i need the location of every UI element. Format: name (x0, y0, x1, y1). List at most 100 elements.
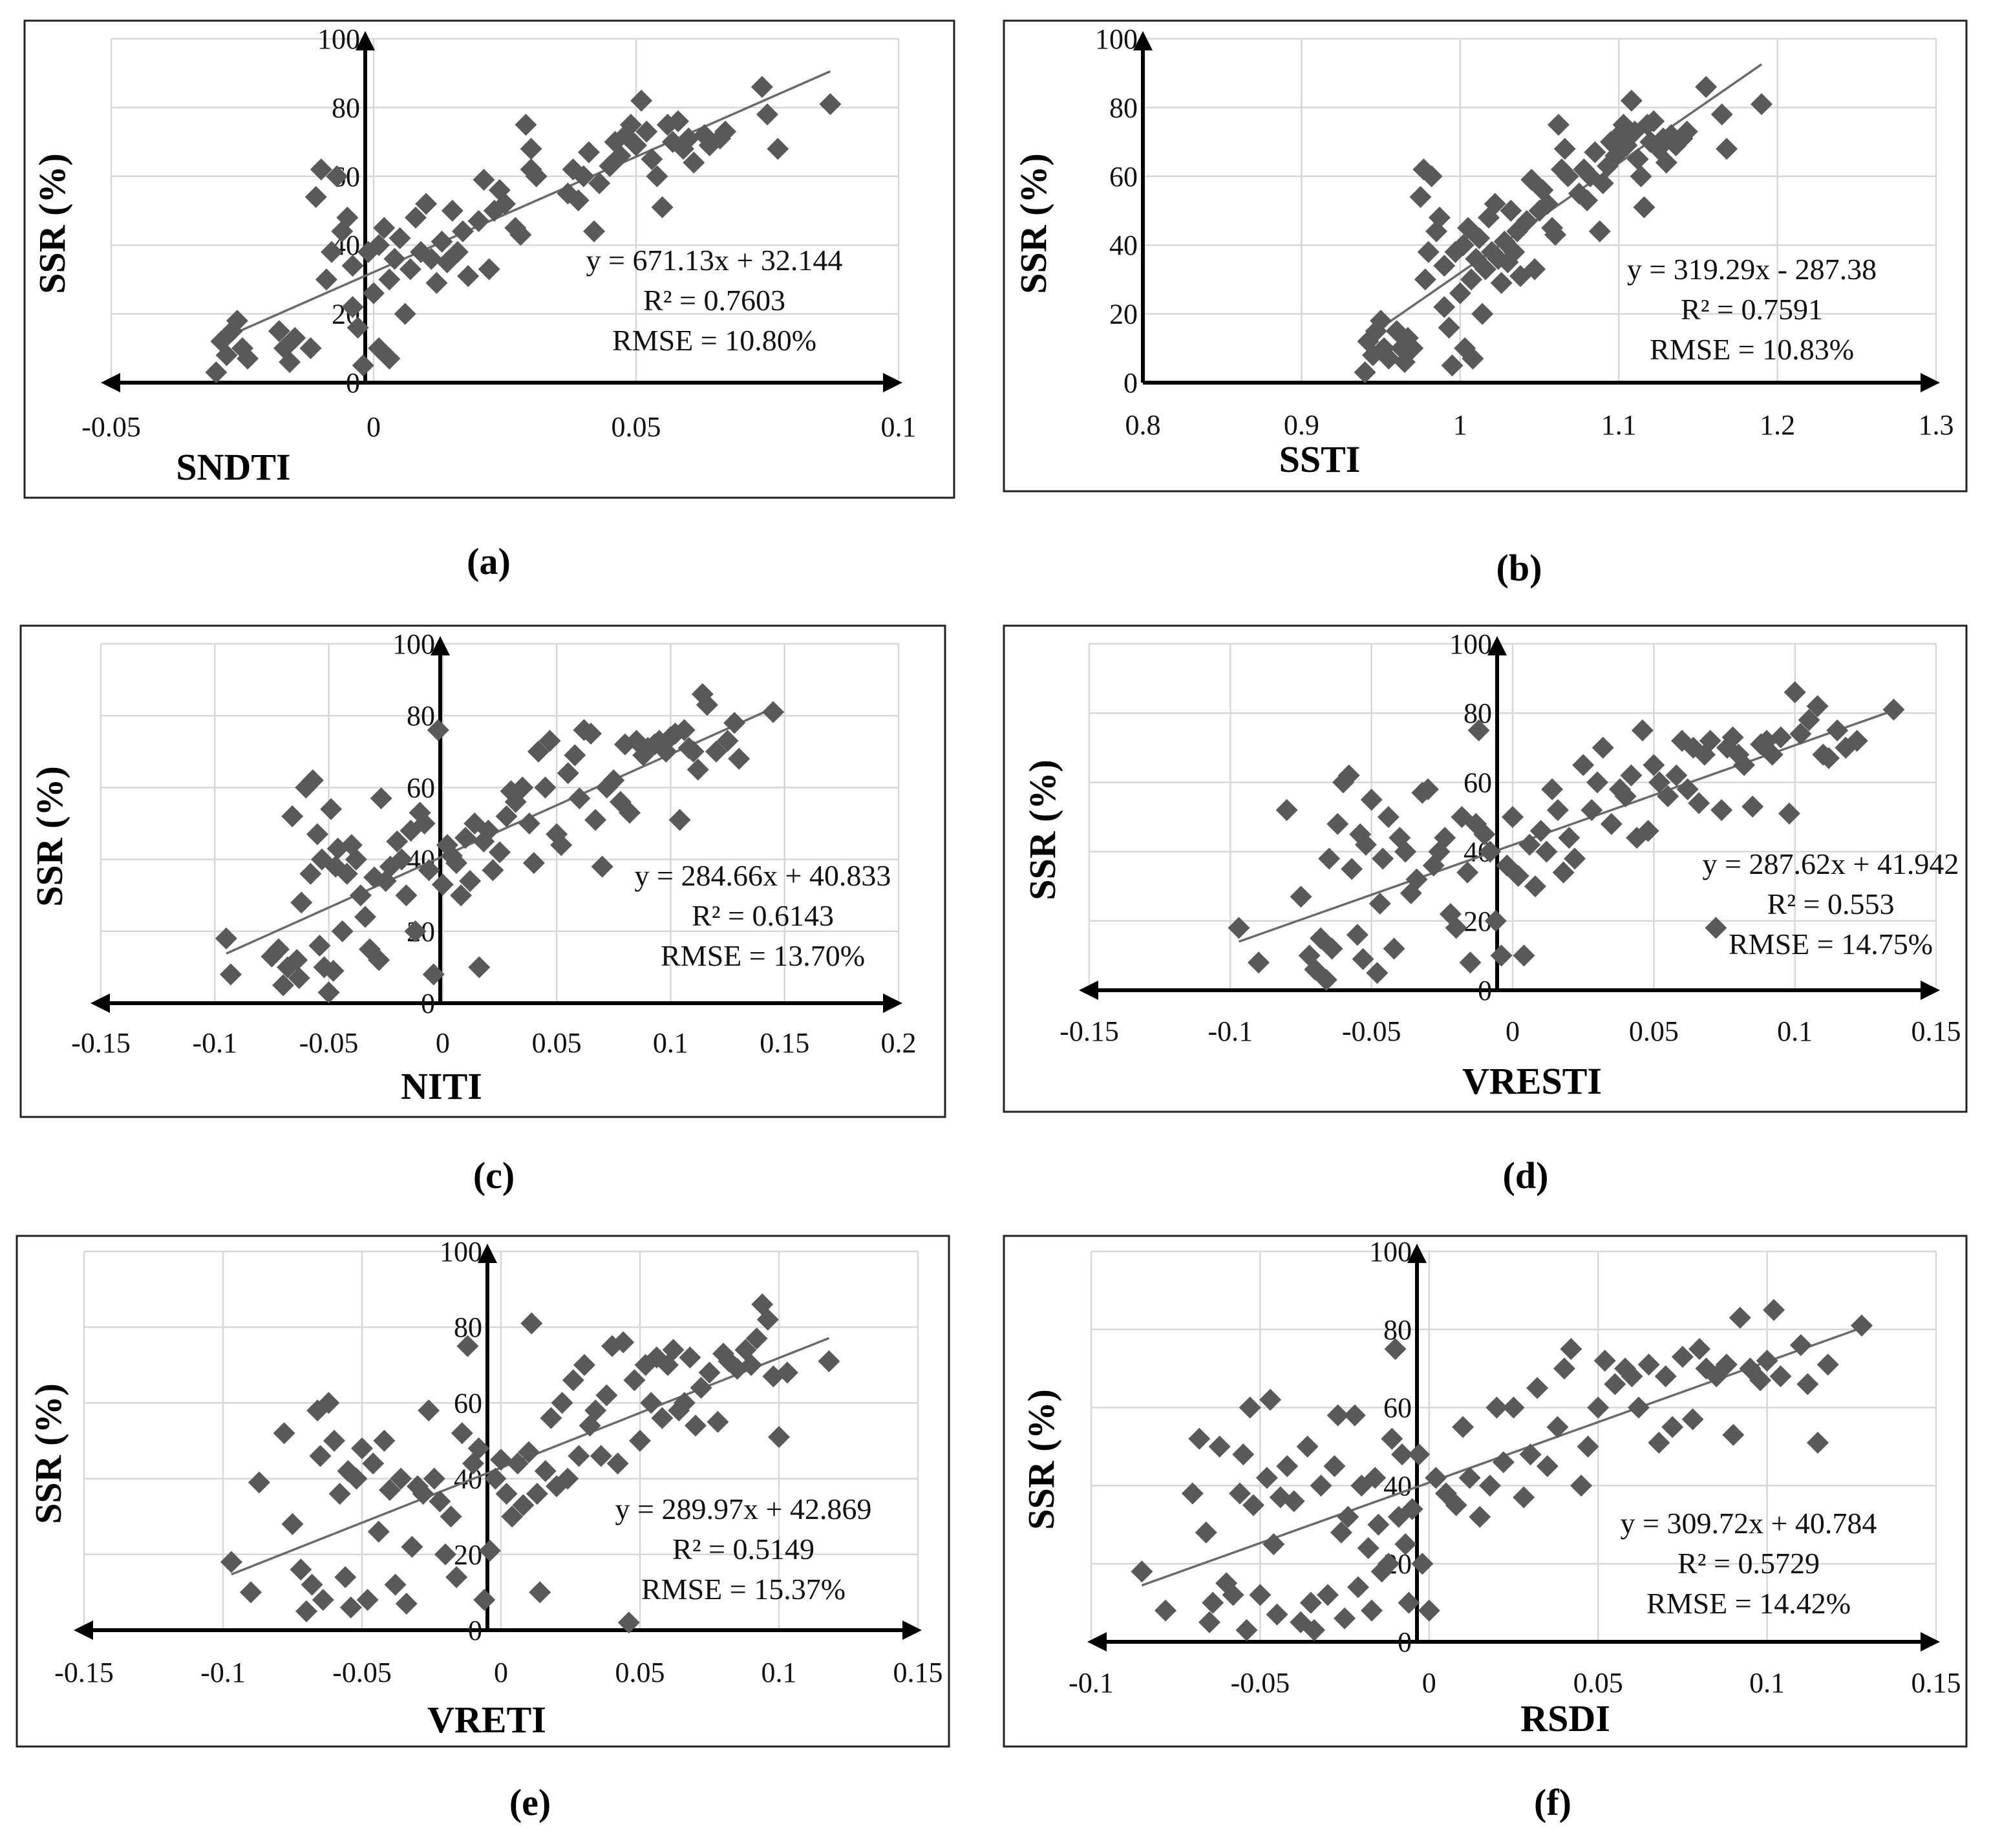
data-point (1620, 89, 1643, 112)
data-point (427, 719, 449, 741)
y-tick-label: 100 (1095, 23, 1138, 55)
data-point (534, 776, 557, 799)
data-point (1572, 754, 1595, 776)
data-point (345, 848, 367, 871)
data-point (1475, 258, 1497, 281)
x-tick-label: -0.1 (192, 1027, 237, 1059)
data-point (495, 805, 518, 827)
data-point (1417, 240, 1440, 263)
x-axis-title: SNDTI (176, 446, 290, 488)
data-point (1452, 1416, 1475, 1438)
regression-equation: y = 309.72x + 40.784 (1621, 1507, 1877, 1540)
data-point (312, 1589, 334, 1611)
data-point (1438, 316, 1460, 339)
data-point (362, 1452, 385, 1475)
chart-panel-b: 0 20 40 60 80 100 0.8 0.9 1 1.1 1.2 1.3 y = 319.29x … (1003, 19, 1968, 493)
data-point (494, 193, 516, 215)
data-point (248, 1471, 270, 1494)
data-point (1202, 1591, 1224, 1614)
data-point (1621, 1365, 1643, 1388)
data-point (1469, 1505, 1491, 1528)
data-point (1445, 917, 1467, 939)
data-point (322, 959, 345, 982)
data-point (1408, 1443, 1431, 1466)
data-point (1485, 1396, 1508, 1419)
data-point (618, 802, 641, 824)
data-point (1502, 1396, 1525, 1419)
data-point (446, 240, 469, 263)
data-point (1763, 1299, 1785, 1321)
x-tick-label: 0.1 (1749, 1667, 1785, 1699)
data-point (423, 1467, 445, 1490)
data-point (354, 906, 376, 928)
y-axis-title: SSR (%) (1021, 759, 1063, 900)
data-point (1433, 255, 1456, 277)
data-point (445, 1566, 468, 1588)
data-point (1761, 743, 1783, 766)
trendline (231, 70, 831, 335)
data-point (290, 1558, 312, 1581)
data-point (1524, 875, 1546, 898)
data-point (518, 1441, 540, 1463)
trendline (1364, 63, 1763, 340)
data-point (1604, 1373, 1626, 1396)
x-tick-label: 0.05 (1629, 1015, 1679, 1047)
data-point (468, 956, 491, 979)
data-point (1783, 681, 1806, 704)
data-point (1705, 917, 1727, 939)
data-point (1181, 1482, 1204, 1505)
data-point (363, 282, 385, 304)
data-point (767, 138, 789, 160)
data-point (1360, 1599, 1383, 1622)
data-point (215, 344, 238, 366)
data-point (580, 723, 602, 745)
data-point (1552, 861, 1575, 884)
data-point (1807, 1431, 1829, 1454)
data-point (1826, 719, 1849, 741)
data-point (527, 740, 549, 763)
data-point (1503, 240, 1526, 263)
data-point (477, 820, 500, 842)
x-tick-label: 0.1 (881, 411, 917, 443)
data-point (1390, 1443, 1413, 1466)
x-tick-label: 0.2 (881, 1027, 917, 1059)
data-point (378, 347, 401, 370)
data-point (383, 248, 406, 270)
data-point (454, 827, 477, 849)
data-point (389, 227, 411, 250)
data-point (1544, 224, 1567, 246)
data-point (696, 694, 718, 716)
data-point (336, 206, 359, 229)
data-point (390, 848, 413, 871)
data-point (415, 193, 438, 215)
y-tick-label: 0 (1123, 367, 1138, 399)
data-point (1722, 1423, 1745, 1446)
y-tick-label: 0 (468, 1615, 482, 1646)
r-squared-label: R² = 0.7603 (643, 284, 785, 317)
data-point (339, 1596, 362, 1619)
data-point (1346, 924, 1368, 946)
regression-equation: y = 319.29x - 287.38 (1627, 253, 1877, 286)
x-tick-label: 1 (1453, 409, 1467, 441)
rmse-label: RMSE = 14.75% (1729, 928, 1933, 961)
data-point (484, 1467, 507, 1490)
data-point (317, 981, 340, 1004)
data-point (1710, 103, 1733, 126)
data-point (557, 762, 579, 785)
data-point (617, 1611, 640, 1634)
regression-equation: y = 284.66x + 40.833 (635, 859, 891, 892)
data-point (317, 1392, 340, 1414)
data-point (588, 172, 611, 195)
data-point (1564, 847, 1586, 870)
data-point (1131, 1560, 1153, 1583)
data-point (1553, 138, 1576, 160)
data-point (751, 76, 773, 98)
data-point (625, 134, 647, 156)
y-axis-title: SSR (%) (28, 766, 70, 907)
data-point (564, 744, 586, 767)
y-tick-label: 60 (1464, 767, 1492, 798)
data-point (1850, 1314, 1873, 1337)
data-point (1513, 944, 1535, 967)
data-point (1354, 361, 1376, 384)
